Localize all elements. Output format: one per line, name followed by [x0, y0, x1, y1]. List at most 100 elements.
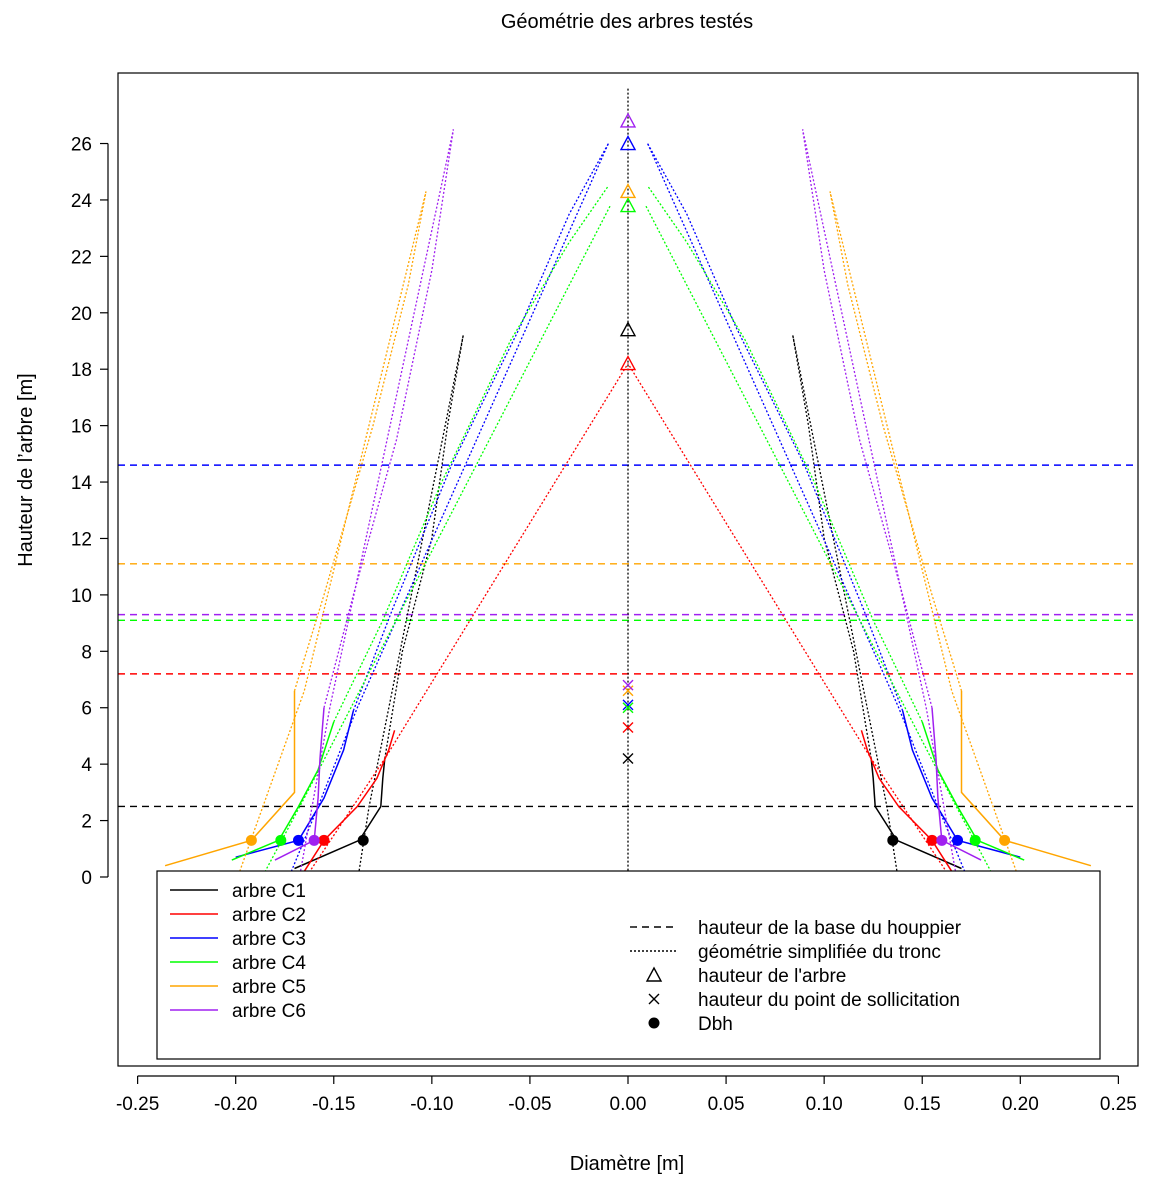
tree-height-marker-c4 — [619, 197, 637, 213]
load-point-marker-c4 — [622, 702, 634, 714]
legend-cross-icon — [648, 993, 660, 1005]
legend-triangle-icon — [645, 966, 663, 982]
y-tick-label: 12 — [71, 529, 92, 550]
crown-c1-right — [792, 335, 872, 759]
x-tick-label: -0.10 — [410, 1094, 453, 1115]
y-tick-label: 6 — [81, 699, 92, 720]
legend-label-dashed: hauteur de la base du houppier — [698, 918, 962, 939]
profile-c4-left — [231, 721, 335, 861]
legend-label-triangle: hauteur de l'arbre — [698, 966, 846, 987]
x-tick-label: -0.15 — [312, 1094, 355, 1115]
dbh-point-c1-right — [887, 834, 899, 846]
legend-label-c4: arbre C4 — [232, 953, 306, 974]
legend-label-dot: Dbh — [698, 1014, 733, 1035]
profile-c2-right — [860, 730, 953, 872]
profile-c6-left — [274, 707, 325, 861]
tree-height-marker-c5 — [619, 183, 637, 199]
legend-label-c6: arbre C6 — [232, 1001, 306, 1022]
simplified-trunk-c2-left — [301, 363, 629, 883]
legend-label-c5: arbre C5 — [232, 977, 306, 998]
legend-box — [156, 870, 1101, 1060]
tree-height-marker-c1 — [619, 321, 637, 337]
dbh-point-c5-right — [999, 834, 1011, 846]
x-tick-label: -0.25 — [116, 1094, 159, 1115]
y-tick-label: 2 — [81, 812, 92, 833]
dbh-point-c2-left — [318, 834, 330, 846]
y-tick-label: 22 — [71, 247, 92, 268]
crown-c6-left — [323, 129, 455, 708]
crown-c3-left — [352, 143, 609, 711]
simplified-trunk-c6-left — [297, 129, 455, 883]
dbh-point-c4-right — [969, 834, 981, 846]
dbh-point-c1-left — [357, 834, 369, 846]
legend-dot-icon — [648, 1017, 660, 1029]
tree-height-marker-c2 — [619, 355, 637, 371]
y-tick-label: 18 — [71, 360, 92, 381]
legend-label-c1: arbre C1 — [232, 881, 306, 902]
plot-frame — [117, 72, 1139, 1067]
simplified-trunk-c5-right — [829, 191, 1021, 883]
x-tick-label: 0.00 — [610, 1094, 647, 1115]
simplified-trunk-c1-right — [792, 335, 900, 883]
y-tick-label: 16 — [71, 417, 92, 438]
y-tick-label: 0 — [81, 868, 92, 889]
y-tick-label: 4 — [81, 755, 92, 776]
crown-c3-right — [647, 143, 904, 711]
profile-c5-right — [960, 690, 1092, 867]
dbh-point-c2-right — [926, 834, 938, 846]
dbh-point-c3-right — [952, 834, 964, 846]
simplified-trunk-c3-right — [647, 143, 970, 883]
crown-c6-right — [801, 129, 933, 708]
load-point-marker-c5 — [622, 685, 634, 697]
x-axis: -0.25 -0.20 -0.15 -0.10 -0.05 0.00 0.05 0.10 0.1… — [116, 1075, 1137, 1115]
profile-c4-right — [921, 721, 1025, 861]
simplified-trunk-c5-left — [235, 191, 427, 883]
simplified-trunk-c3-left — [286, 143, 609, 883]
crown-c4-left — [333, 185, 609, 723]
legend-label-c2: arbre C2 — [232, 905, 306, 926]
tree-height-marker-c3 — [619, 135, 637, 151]
crown-c1-left — [384, 335, 464, 759]
legend-label-dotted: géométrie simplifiée du tronc — [698, 942, 941, 963]
legend: arbre C1 arbre C2 arbre C3 arbre C4 arbre C5… — [156, 870, 1101, 1060]
x-tick-label: 0.15 — [904, 1094, 941, 1115]
dbh-point-c5-left — [245, 834, 257, 846]
load-point-marker-c6 — [622, 679, 634, 691]
dbh-point-c6-right — [936, 834, 948, 846]
simplified-trunk-c6-right — [801, 129, 959, 883]
x-axis-title: Diamètre [m] — [570, 1153, 684, 1175]
legend-label-cross: hauteur du point de sollicitation — [698, 990, 960, 1011]
x-tick-label: 0.10 — [806, 1094, 843, 1115]
dbh-point-c3-left — [292, 834, 304, 846]
profile-c1-right — [870, 758, 962, 870]
dbh-point-c4-left — [275, 834, 287, 846]
crown-c5-left — [293, 191, 427, 691]
x-tick-label: -0.05 — [508, 1094, 551, 1115]
dbh-point-c6-left — [308, 834, 320, 846]
tree-height-marker-c6 — [619, 112, 637, 128]
crown-c5-right — [829, 191, 963, 691]
x-tick-label: -0.20 — [214, 1094, 257, 1115]
chart-title: Géométrie des arbres testés — [501, 11, 753, 33]
legend-label-c3: arbre C3 — [232, 929, 306, 950]
y-tick-label: 24 — [71, 191, 93, 212]
crown-c4-right — [647, 185, 923, 723]
profile-c1-left — [294, 758, 386, 870]
profile-c6-right — [931, 707, 982, 861]
simplified-trunk-c4-right — [645, 205, 998, 883]
load-point-marker-c3 — [622, 699, 634, 711]
load-point-marker-c2 — [622, 721, 634, 733]
simplified-trunk-c2-right — [627, 363, 955, 883]
y-tick-label: 20 — [71, 304, 92, 325]
simplified-trunk-c1-left — [356, 335, 464, 883]
y-axis-title: Hauteur de l’arbre [m] — [15, 373, 37, 566]
profile-c5-left — [164, 690, 296, 867]
y-tick-label: 26 — [71, 135, 92, 156]
plot-area — [118, 87, 1138, 883]
x-tick-label: 0.20 — [1002, 1094, 1039, 1115]
profile-c3-right — [901, 710, 1021, 858]
y-tick-label: 14 — [71, 473, 93, 494]
y-tick-label: 8 — [81, 642, 92, 663]
